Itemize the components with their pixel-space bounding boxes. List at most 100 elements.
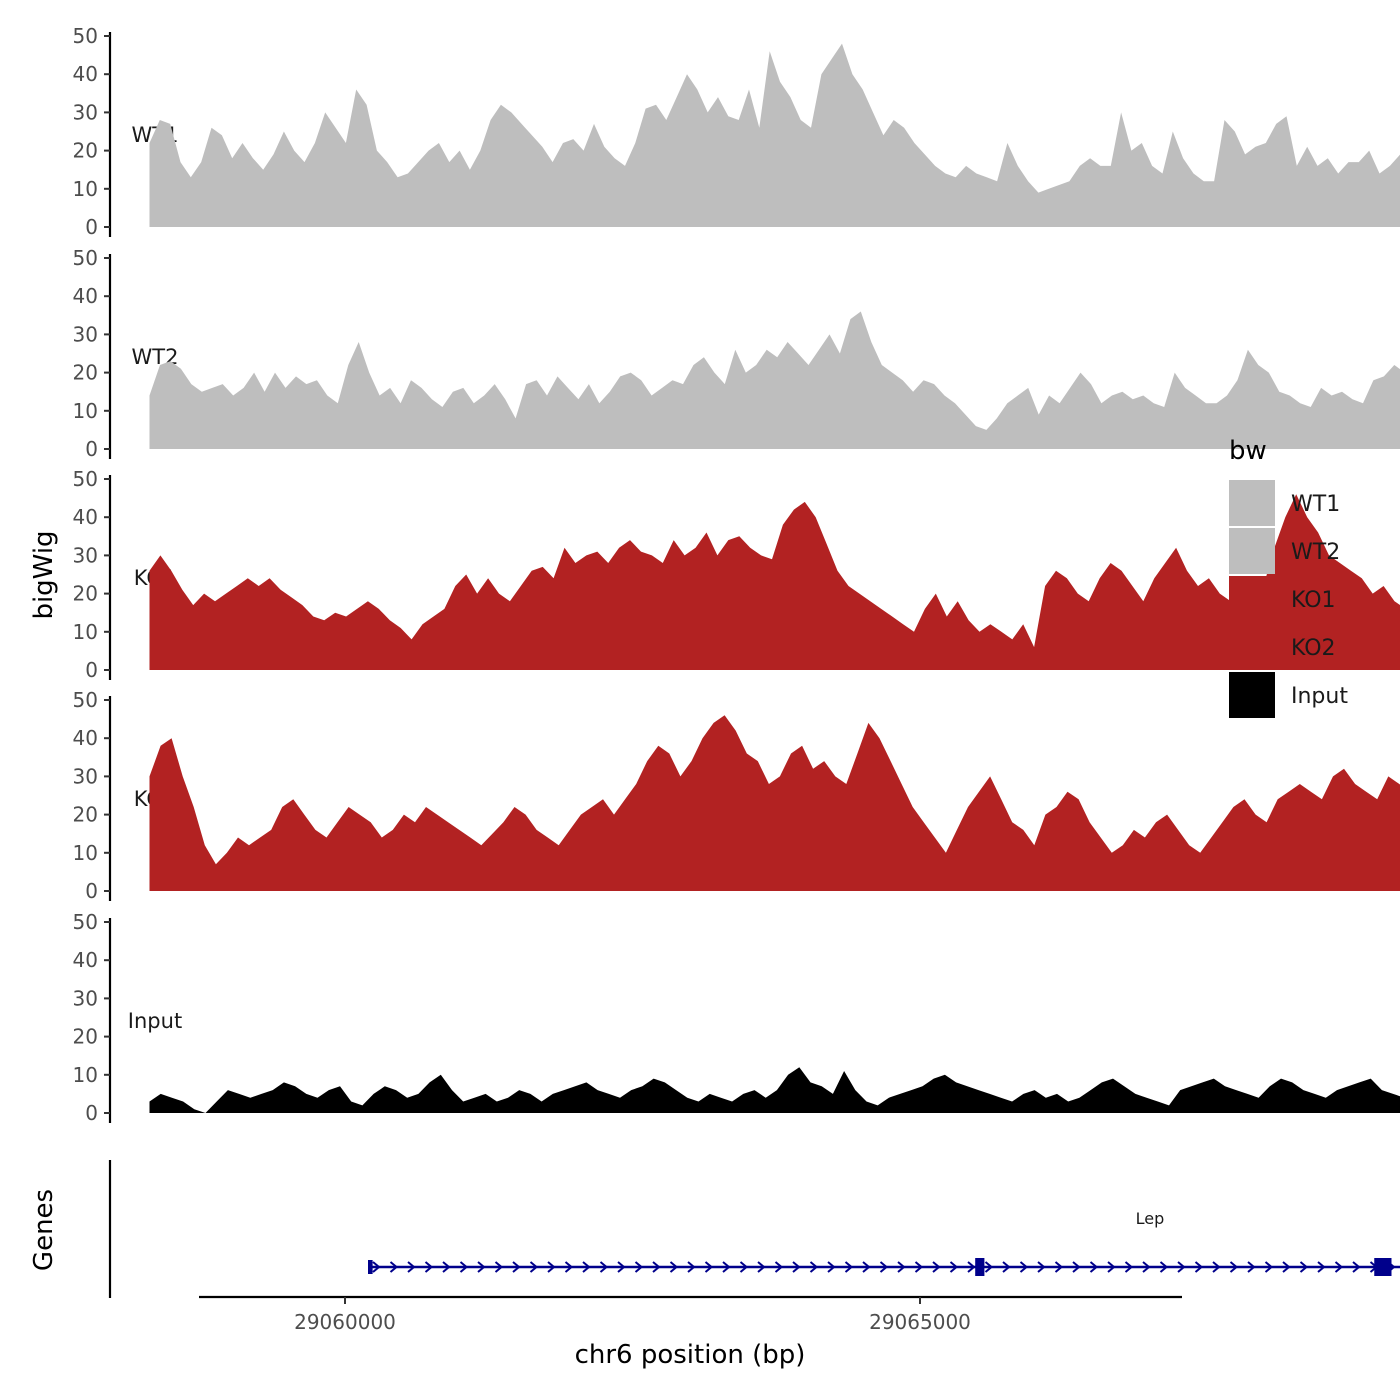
strand-arrow: [1229, 1261, 1239, 1273]
y-axis-title: bigWig: [29, 530, 59, 619]
legend-swatch-input: [1229, 672, 1275, 718]
y-tick-label: 30: [73, 322, 98, 346]
strand-arrow: [792, 1261, 801, 1273]
y-tick-label: 40: [73, 726, 98, 750]
y-tick-label: 30: [73, 100, 98, 124]
gene-exon: [975, 1258, 985, 1276]
y-tick-label: 40: [73, 62, 98, 86]
track-ko2: 01020304050KO2: [73, 688, 1400, 903]
coverage-area-ko2: [149, 715, 1400, 891]
y-tick-label: 10: [73, 177, 98, 201]
strand-arrow: [1124, 1261, 1134, 1273]
strand-arrow: [844, 1261, 854, 1273]
strand-arrow: [949, 1261, 959, 1273]
gene-panel: 290600002906500029070000Lep: [108, 1160, 1400, 1334]
y-tick-label: 30: [73, 764, 98, 788]
strand-arrow: [1212, 1261, 1221, 1273]
strand-arrow: [582, 1261, 591, 1273]
y-tick-label: 50: [73, 246, 98, 270]
strand-arrow: [1072, 1261, 1081, 1273]
y-tick-label: 10: [73, 399, 98, 423]
strand-arrow: [827, 1261, 836, 1273]
strand-arrow: [1334, 1261, 1344, 1273]
y-tick-label: 20: [73, 139, 98, 163]
strand-arrow: [1159, 1261, 1169, 1273]
strand-arrow: [477, 1261, 486, 1273]
x-tick-label: 29065000: [869, 1310, 971, 1334]
coverage-area-wt2: [149, 311, 1400, 449]
legend-label-ko1: KO1: [1291, 588, 1336, 613]
strand-arrow: [722, 1261, 731, 1273]
y-tick-label: 0: [85, 658, 98, 682]
y-tick-label: 10: [73, 841, 98, 865]
strand-arrow: [967, 1261, 976, 1273]
y-tick-label: 10: [73, 620, 98, 644]
legend-swatch-ko2: [1229, 624, 1275, 670]
y-tick-label: 30: [73, 986, 98, 1010]
legend-label-ko2: KO2: [1291, 636, 1336, 661]
coverage-area-input: [149, 1067, 1400, 1113]
strand-arrow: [1317, 1261, 1326, 1273]
y-tick-label: 40: [73, 948, 98, 972]
strand-arrow: [547, 1261, 556, 1273]
strand-arrow: [459, 1261, 469, 1273]
strand-arrow: [1054, 1261, 1064, 1273]
y-tick-label: 30: [73, 543, 98, 567]
y-tick-label: 10: [73, 1063, 98, 1087]
track-wt1: 01020304050WT1: [73, 24, 1400, 239]
legend: bw WT1 WT2 KO1 KO2 Input: [1229, 436, 1348, 718]
strand-arrow: [862, 1261, 871, 1273]
genes-axis-title: Genes: [29, 1189, 59, 1271]
strand-arrow: [774, 1261, 784, 1273]
strand-arrow: [1002, 1261, 1011, 1273]
y-tick-label: 0: [85, 437, 98, 461]
strand-arrow: [914, 1261, 924, 1273]
strand-arrow: [1037, 1261, 1046, 1273]
strand-arrow: [1089, 1261, 1099, 1273]
strand-arrow: [1142, 1261, 1151, 1273]
legend-label-wt1: WT1: [1291, 492, 1340, 517]
y-tick-label: 50: [73, 24, 98, 48]
y-tick-label: 20: [73, 1025, 98, 1049]
y-tick-label: 40: [73, 505, 98, 529]
strand-arrow: [407, 1261, 416, 1273]
strand-arrow: [652, 1261, 661, 1273]
strand-arrow: [687, 1261, 696, 1273]
strand-arrow: [1194, 1261, 1204, 1273]
strand-arrow: [879, 1261, 889, 1273]
strand-arrow: [1282, 1261, 1291, 1273]
strand-arrow: [529, 1261, 539, 1273]
track-label: Input: [128, 1009, 182, 1033]
coverage-area-ko1: [149, 494, 1400, 670]
strand-arrow: [897, 1261, 906, 1273]
legend-swatch-wt2: [1229, 528, 1275, 574]
strand-arrow: [1247, 1261, 1256, 1273]
y-tick-label: 20: [73, 803, 98, 827]
strand-arrow: [984, 1261, 994, 1273]
strand-arrow: [442, 1261, 451, 1273]
legend-title: bw: [1229, 436, 1267, 466]
coverage-tracks: 0 10 20 30 40 50 WT1 0 10 20 30 40 50 WT2 0 10 20 30 40 50 K…: [73, 24, 1400, 1125]
strand-arrow: [1019, 1261, 1029, 1273]
legend-swatch-wt1: [1229, 480, 1275, 526]
strand-arrow: [1264, 1261, 1274, 1273]
strand-arrow: [512, 1261, 521, 1273]
strand-arrow: [704, 1261, 714, 1273]
coverage-area-wt1: [149, 43, 1400, 227]
legend-label-wt2: WT2: [1291, 540, 1340, 565]
strand-arrow: [372, 1261, 381, 1273]
x-axis-title: chr6 position (bp): [575, 1340, 806, 1370]
strand-arrow: [1107, 1261, 1116, 1273]
gene-exon: [1374, 1258, 1392, 1276]
y-tick-label: 40: [73, 284, 98, 308]
x-tick-label: 29060000: [294, 1310, 396, 1334]
strand-arrow: [669, 1261, 679, 1273]
strand-arrow: [389, 1261, 399, 1273]
y-tick-label: 50: [73, 688, 98, 712]
strand-arrow: [634, 1261, 644, 1273]
strand-arrow: [599, 1261, 609, 1273]
strand-arrow: [1177, 1261, 1186, 1273]
y-tick-label: 0: [85, 215, 98, 239]
strand-arrow: [494, 1261, 504, 1273]
y-tick-label: 50: [73, 467, 98, 491]
